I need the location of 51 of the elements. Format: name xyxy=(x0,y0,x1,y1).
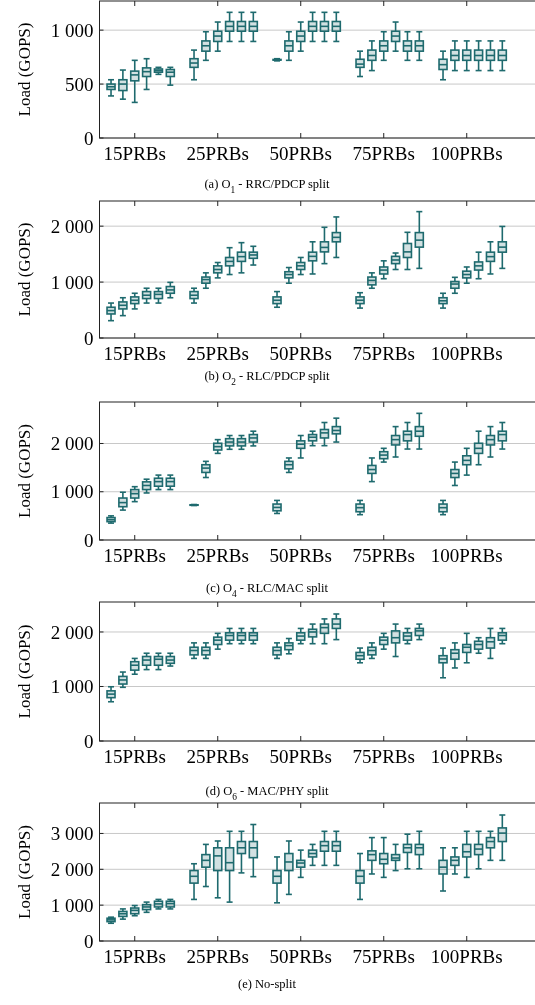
y-axis-title: Load (GOPS) xyxy=(15,424,34,518)
x-tick-label: 100PRBs xyxy=(430,343,503,364)
y-tick-label: 0 xyxy=(84,327,94,349)
x-tick-label: 75PRBs xyxy=(352,545,415,566)
x-tick-label: 15PRBs xyxy=(103,143,166,164)
x-tick-label: 75PRBs xyxy=(352,143,415,164)
text: (c) O$_{4}$ - RLC/MAC split xyxy=(205,581,329,599)
x-tick-label: 15PRBs xyxy=(103,343,166,364)
x-tick-label: 25PRBs xyxy=(186,746,249,767)
y-tick-label: 500 xyxy=(65,73,94,95)
y-tick-label: 1 000 xyxy=(50,19,94,41)
y-axis-title: Load (GOPS) xyxy=(15,624,34,719)
y-tick-label: 1 000 xyxy=(50,894,94,916)
x-tick-label: 100PRBs xyxy=(430,143,503,164)
y-tick-label: 1 000 xyxy=(50,481,94,503)
y-tick-label: 1 000 xyxy=(50,676,94,698)
text: (b) O$_{2}$ - RLC/PDCP split xyxy=(204,369,331,387)
x-tick-label: 50PRBs xyxy=(269,143,332,164)
y-axis-title: Load (GOPS) xyxy=(15,825,34,919)
x-tick-label: 15PRBs xyxy=(103,946,166,967)
x-tick-label: 50PRBs xyxy=(269,746,332,767)
x-tick-label: 50PRBs xyxy=(269,545,332,566)
y-tick-label: 2 000 xyxy=(50,858,94,880)
x-tick-label: 100PRBs xyxy=(430,746,503,767)
y-tick-label: 2 000 xyxy=(50,215,94,237)
text: (d) O$_{6}$ - MAC/PHY split xyxy=(205,784,330,802)
x-tick-label: 100PRBs xyxy=(430,545,503,566)
y-tick-label: 0 xyxy=(84,930,94,952)
y-tick-label: 3 000 xyxy=(50,823,94,845)
x-tick-label: 25PRBs xyxy=(186,343,249,364)
x-tick-label: 100PRBs xyxy=(430,946,503,967)
x-tick-label: 75PRBs xyxy=(352,343,415,364)
y-tick-label: 2 000 xyxy=(50,621,94,643)
text: (e) No-split xyxy=(238,977,297,991)
y-tick-label: 0 xyxy=(84,529,94,551)
x-tick-label: 25PRBs xyxy=(186,545,249,566)
x-tick-label: 25PRBs xyxy=(186,946,249,967)
y-tick-label: 2 000 xyxy=(50,433,94,455)
y-tick-label: 0 xyxy=(84,730,94,752)
y-tick-label: 1 000 xyxy=(50,271,94,293)
x-tick-label: 15PRBs xyxy=(103,746,166,767)
x-tick-label: 50PRBs xyxy=(269,946,332,967)
text: (a) O$_{1}$ - RRC/PDCP split xyxy=(204,177,331,195)
y-axis-title: Load (GOPS) xyxy=(15,22,34,117)
x-tick-label: 50PRBs xyxy=(269,343,332,364)
y-tick-label: 0 xyxy=(84,127,94,149)
x-tick-label: 75PRBs xyxy=(352,746,415,767)
y-axis-title: Load (GOPS) xyxy=(15,222,34,317)
x-tick-label: 25PRBs xyxy=(186,143,249,164)
x-tick-label: 75PRBs xyxy=(352,946,415,967)
x-tick-label: 15PRBs xyxy=(103,545,166,566)
